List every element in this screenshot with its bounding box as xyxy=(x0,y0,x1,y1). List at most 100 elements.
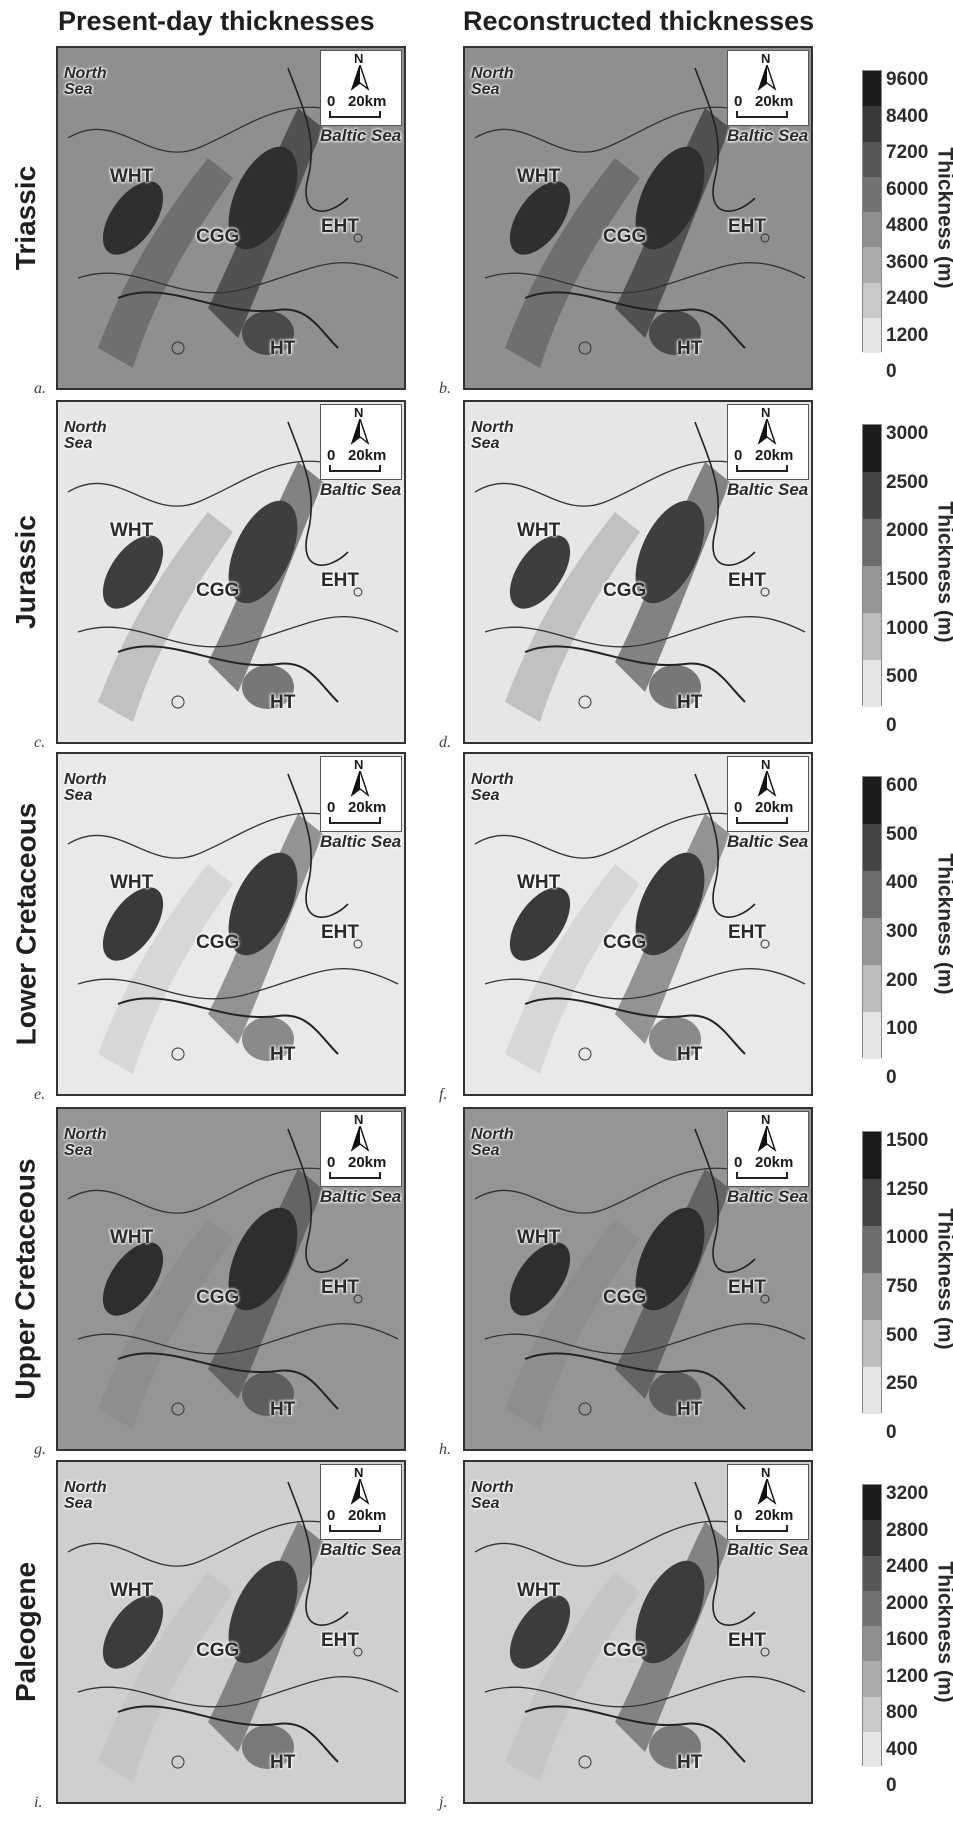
colorbar xyxy=(862,70,882,353)
contour-line xyxy=(77,262,399,294)
wht-depocentre xyxy=(102,535,164,609)
colorbar xyxy=(862,1131,882,1414)
contour-line xyxy=(484,968,806,1000)
scale-zero: 0 xyxy=(327,1507,336,1524)
colorbar-segment xyxy=(863,212,881,248)
map-present-day: North Sea WHT CGG EHT HT Baltic Sea N 0 20km xyxy=(56,752,406,1096)
row-label-text: Triassic xyxy=(10,165,41,271)
contour-ring xyxy=(578,1755,592,1769)
label-eht: EHT xyxy=(321,216,359,237)
label-baltic-sea: Baltic Sea xyxy=(727,480,809,499)
contour-line xyxy=(484,616,806,648)
contour-line xyxy=(67,106,359,153)
colorbar-tick-label: 0 xyxy=(886,1775,897,1796)
coastline xyxy=(524,1352,746,1410)
coastline xyxy=(694,67,756,212)
label-north-sea: North Sea xyxy=(64,772,107,804)
colorbar-segment xyxy=(863,1520,881,1556)
wht-depocentre xyxy=(509,181,571,255)
north-arrow-scale-box: N 0 20km xyxy=(727,1111,809,1187)
scale-bar xyxy=(736,111,788,118)
colorbar-axis-title: Thickness (m) xyxy=(934,1480,953,1784)
contour-line xyxy=(484,1323,806,1355)
contour-ring xyxy=(760,233,770,243)
colorbar-segment xyxy=(863,871,881,918)
colorbar-segment xyxy=(863,106,881,142)
label-eht: EHT xyxy=(728,1630,766,1651)
label-ht: HT xyxy=(677,692,703,713)
north-arrow-letter: N xyxy=(761,405,771,420)
row-label: Jurassic xyxy=(0,400,52,744)
thickness-maximum xyxy=(228,852,298,956)
scale-zero: 0 xyxy=(734,93,743,110)
label-baltic-sea: Baltic Sea xyxy=(320,1187,402,1206)
west-trough-band xyxy=(505,1572,640,1782)
panel-letter: e. xyxy=(34,1086,46,1103)
north-sea-line2: Sea xyxy=(64,81,93,98)
row-label-text: Paleogene xyxy=(10,1561,41,1703)
thickness-map-graphic xyxy=(58,1109,404,1449)
colorbar-segment xyxy=(863,141,881,177)
north-sea-line2: Sea xyxy=(471,1495,500,1512)
colorbar-segment xyxy=(863,317,881,353)
contour-ring xyxy=(760,1294,770,1304)
label-north-sea: North Sea xyxy=(471,1480,514,1512)
colorbar-tick-label: 1600 xyxy=(886,1629,929,1650)
colorbar-tick-label: 300 xyxy=(886,921,918,942)
colorbar-tick-label: 200 xyxy=(886,969,918,991)
contour-line xyxy=(484,262,806,294)
label-wht: WHT xyxy=(110,1227,154,1248)
north-arrow-scale-box: N 0 20km xyxy=(320,1464,402,1540)
west-trough-band xyxy=(98,864,233,1074)
label-eht: EHT xyxy=(321,570,359,591)
colorbar-tick-label: 1000 xyxy=(886,1227,929,1249)
label-north-sea: North Sea xyxy=(64,1127,107,1159)
scale-bar xyxy=(736,817,788,824)
thickness-maximum xyxy=(228,146,298,250)
label-baltic-sea: Baltic Sea xyxy=(320,1540,402,1559)
north-arrow-scale-box: N 0 20km xyxy=(320,50,402,126)
colorbar-segment xyxy=(863,1485,881,1521)
colorbar-segment xyxy=(863,1661,881,1697)
north-sea-line1: North xyxy=(471,1126,514,1143)
colorbar-tick-label: 0 xyxy=(886,1422,897,1443)
panel-letter: b. xyxy=(439,380,451,397)
contour-line xyxy=(77,1323,399,1355)
colorbar-tick-label: 750 xyxy=(886,1276,918,1297)
colorbar-axis-title: Thickness (m) xyxy=(934,66,953,370)
north-arrow-letter: N xyxy=(354,1465,364,1480)
contour-ring xyxy=(578,1047,592,1061)
thickness-maximum xyxy=(635,146,705,250)
thickness-map-graphic xyxy=(58,754,404,1094)
coastline xyxy=(524,997,746,1055)
scale-bar xyxy=(329,111,381,118)
contour-ring xyxy=(171,1755,185,1769)
scale-zero: 0 xyxy=(327,1154,336,1171)
colorbar-axis-title-text: Thickness (m) xyxy=(934,1561,953,1703)
contour-line xyxy=(474,1520,766,1567)
colorbar-tick-label: 8400 xyxy=(886,105,929,127)
south-depocentre xyxy=(242,665,294,709)
column-title-reconstructed: Reconstructed thicknesses xyxy=(463,6,815,36)
coastline xyxy=(287,421,349,566)
colorbar-tick-label: 100 xyxy=(886,1018,918,1040)
colorbar-segment xyxy=(863,1012,881,1059)
north-arrow-letter: N xyxy=(354,757,364,772)
contour-line xyxy=(474,812,766,859)
colorbar-segment xyxy=(863,1226,881,1273)
south-depocentre xyxy=(242,1372,294,1416)
colorbar-tick-label: 500 xyxy=(886,666,918,688)
north-sea-line1: North xyxy=(64,1479,107,1496)
colorbar-segment xyxy=(863,965,881,1012)
label-eht: EHT xyxy=(321,1630,359,1651)
label-baltic-sea: Baltic Sea xyxy=(320,480,402,499)
contour-ring xyxy=(171,1402,185,1416)
contour-line xyxy=(67,460,359,507)
contour-line xyxy=(474,1167,766,1214)
colorbar-tick-label: 9600 xyxy=(886,69,929,90)
label-ht: HT xyxy=(270,692,296,713)
scale-bar xyxy=(736,1172,788,1179)
scale-distance: 20km xyxy=(755,799,794,816)
colorbar-tick-label: 6000 xyxy=(886,178,929,200)
wht-depocentre xyxy=(102,1242,164,1316)
